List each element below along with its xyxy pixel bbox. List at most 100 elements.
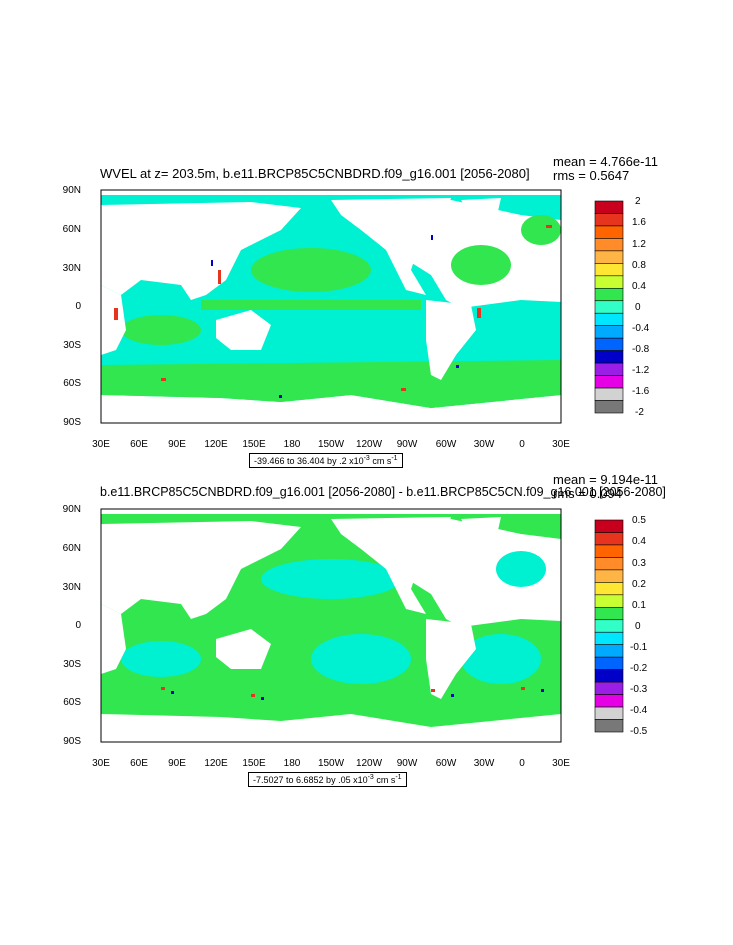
panel2-cb-label: -0.5: [630, 726, 648, 737]
colorbar-swatch: [594, 619, 624, 633]
panel1-colorbar: [594, 200, 624, 414]
colorbar-swatch: [594, 263, 624, 277]
colorbar-swatch: [594, 606, 624, 621]
colorbar-swatch: [594, 681, 624, 695]
panel1-lat-30s: 30S: [63, 340, 81, 351]
panel2-mean: mean = 9.194e-11: [553, 472, 658, 487]
colorbar-swatch: [594, 250, 624, 264]
panel1-lon-label: 180: [283, 439, 301, 450]
panel2-cb-label: -0.3: [630, 684, 648, 695]
panel2-cb-label: 0: [635, 621, 641, 632]
panel2-lat-30n: 30N: [62, 582, 81, 593]
colorbar-swatch: [594, 337, 624, 351]
panel1-title: WVEL at z= 203.5m, b.e11.BRCP85C5CNBDRD.…: [100, 166, 530, 181]
panel1-cb-label: 1.6: [632, 217, 646, 228]
colorbar-swatch: [594, 238, 624, 252]
panel1-cb-label: -0.4: [632, 323, 650, 334]
panel2-land-eurasia: [101, 521, 301, 619]
panel1-lon-label: 0: [519, 439, 525, 450]
panel1-lon-label: 60W: [435, 439, 457, 450]
panel1-lat-90s: 90S: [63, 417, 81, 428]
panel2-land-samerica: [426, 619, 476, 699]
panel2-lon-label: 180: [283, 758, 301, 769]
colorbar-swatch: [594, 656, 624, 670]
colorbar-swatch: [594, 213, 624, 227]
panel2-lon-label: 120W: [355, 758, 383, 769]
colorbar-swatch: [594, 694, 624, 708]
panel2-range-box: -7.5027 to 6.6852 by .05 x10-3 cm s-1: [248, 772, 407, 787]
panel2-cb-label: 0.5: [632, 515, 646, 526]
panel1-lon-label: 150W: [317, 439, 345, 450]
colorbar-swatch: [594, 631, 624, 646]
panel1-cb-label: 0.4: [632, 281, 646, 292]
panel2-lat-90s: 90S: [63, 736, 81, 747]
panel1-lon-label: 30E: [92, 439, 110, 450]
panel1-cb-label: 0: [635, 302, 641, 313]
panel2-lon-label: 150W: [317, 758, 345, 769]
panel1-lat-0: 0: [75, 301, 81, 312]
panel1-land-africa: [101, 285, 126, 355]
panel2-lat-60n: 60N: [62, 543, 81, 554]
panel2-lon-label: 30E: [92, 758, 110, 769]
panel1-rms: rms = 0.5647: [553, 168, 630, 183]
panel2-lon-label: 30W: [473, 758, 495, 769]
colorbar-swatch: [594, 532, 624, 546]
panel2-lat-30s: 30S: [63, 659, 81, 670]
panel2-lat-0: 0: [75, 620, 81, 631]
panel1-land-australia: [216, 310, 271, 350]
panel2-land-africa: [101, 604, 126, 674]
panel2-cb-label: 0.3: [632, 558, 646, 569]
panel1-land-namerica: [331, 198, 451, 295]
panel2-lon-label: 60W: [435, 758, 457, 769]
colorbar-swatch: [594, 644, 624, 658]
colorbar-swatch: [594, 362, 624, 376]
panel1-lon-label: 90W: [396, 439, 418, 450]
panel2-cb-label: -0.2: [630, 663, 648, 674]
panel1-cb-label: 1.2: [632, 239, 646, 250]
panel2-cb-label: 0.4: [632, 536, 646, 547]
panel1-lat-60n: 60N: [62, 224, 81, 235]
panel1-map: [100, 189, 562, 424]
panel2-cb-label: -0.4: [630, 705, 648, 716]
panel2-lon-label: 150E: [242, 758, 266, 769]
panel2-lon-label: 60E: [130, 758, 148, 769]
panel1-range-box: -39.466 to 36.404 by .2 x10-3 cm s-1: [249, 453, 403, 468]
panel2-lon-label: 0: [519, 758, 525, 769]
colorbar-swatch: [594, 519, 624, 533]
colorbar-swatch: [594, 669, 624, 683]
panel1-cb-label: 2: [635, 196, 641, 207]
colorbar-swatch: [594, 569, 624, 583]
panel1-land-greenland: [461, 198, 501, 225]
panel2-title: b.e11.BRCP85C5CNBDRD.f09_g16.001 [2056-2…: [100, 485, 666, 499]
colorbar-swatch: [594, 594, 624, 608]
panel1-cb-label: -0.8: [632, 344, 650, 355]
colorbar-swatch: [594, 350, 624, 364]
panel1-land-samerica: [426, 300, 476, 380]
panel2-land-namerica: [331, 517, 451, 614]
colorbar-swatch: [594, 400, 624, 414]
colorbar-swatch: [594, 387, 624, 401]
panel1-mean: mean = 4.766e-11: [553, 154, 658, 169]
panel1-lon-label: 60E: [130, 439, 148, 450]
colorbar-swatch: [594, 582, 624, 596]
panel1-cb-label: -1.6: [632, 386, 650, 397]
panel2-cb-label: -0.1: [630, 642, 648, 653]
panel1-lon-label: 120W: [355, 439, 383, 450]
panel1-lon-label: 30W: [473, 439, 495, 450]
panel1-cb-label: -2: [635, 407, 644, 418]
panel1-land-antarctica: [101, 400, 561, 423]
panel1-southern-band: [101, 360, 561, 408]
panel2-map: [100, 508, 562, 743]
panel1-lon-label: 30E: [552, 439, 570, 450]
panel2-cb-label: 0.2: [632, 579, 646, 590]
panel1-lat-60s: 60S: [63, 378, 81, 389]
panel2-land-australia: [216, 629, 271, 669]
panel2-colorbar: [594, 519, 624, 733]
panel1-lon-label: 150E: [242, 439, 266, 450]
panel2-lon-label: 90W: [396, 758, 418, 769]
panel1-lat-30n: 30N: [62, 263, 81, 274]
panel2-lon-label: 120E: [204, 758, 228, 769]
colorbar-swatch: [594, 557, 624, 571]
colorbar-swatch: [594, 706, 624, 720]
colorbar-swatch: [594, 225, 624, 239]
